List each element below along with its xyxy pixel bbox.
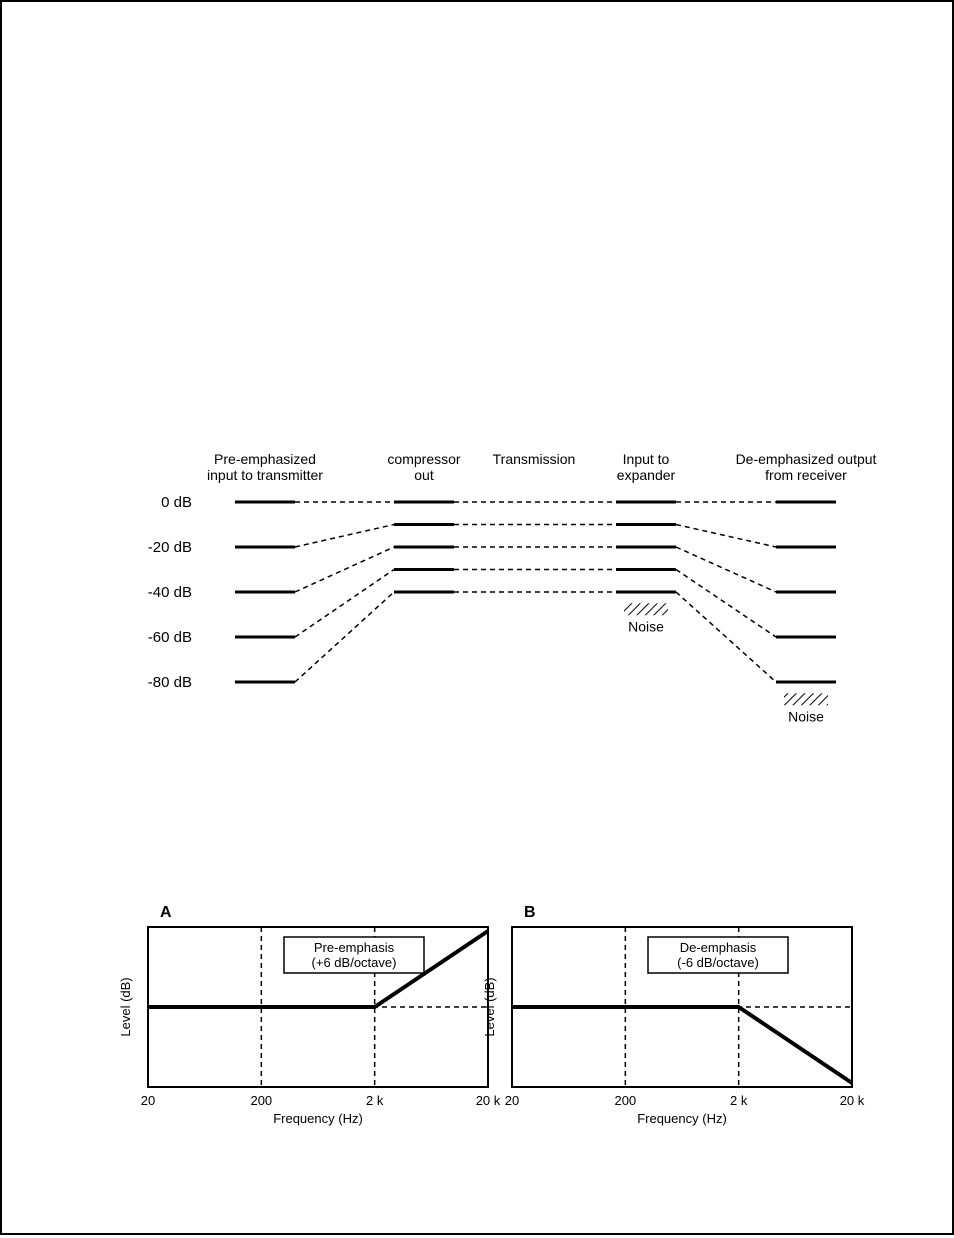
title-text: Pre-emphasis bbox=[314, 940, 395, 955]
x-tick-label: 20 bbox=[505, 1093, 519, 1108]
column-header: Input to bbox=[623, 451, 670, 467]
noise-label: Noise bbox=[628, 618, 664, 634]
y-axis-label: Level (dB) bbox=[482, 977, 497, 1036]
column-header: input to transmitter bbox=[207, 467, 323, 483]
column-header: out bbox=[414, 467, 434, 483]
panel-label: A bbox=[160, 904, 172, 921]
level-diagram: Pre-emphasizedinput to transmitter compre… bbox=[148, 451, 877, 724]
emphasis-panel: A 20 200 2 k 20 k Frequency (Hz) Level (dB) Pre… bbox=[118, 904, 501, 1126]
x-tick-label: 20 k bbox=[840, 1093, 865, 1108]
subtitle-text: (+6 dB/octave) bbox=[312, 955, 397, 970]
emphasis-panel: B 20 200 2 k 20 k Frequency (Hz) Level (dB) De-… bbox=[482, 904, 865, 1126]
x-tick-label: 20 k bbox=[476, 1093, 501, 1108]
subtitle-text: (-6 dB/octave) bbox=[677, 955, 759, 970]
page-container: Pre-emphasizedinput to transmitter compre… bbox=[0, 0, 954, 1235]
figure-svg: Pre-emphasizedinput to transmitter compre… bbox=[2, 2, 952, 1233]
y-axis-label: -80 dB bbox=[148, 674, 192, 691]
x-tick-label: 2 k bbox=[366, 1093, 384, 1108]
response-curve bbox=[512, 1007, 852, 1083]
y-axis-label: -60 dB bbox=[148, 629, 192, 646]
x-tick-label: 20 bbox=[141, 1093, 155, 1108]
column-header: expander bbox=[617, 467, 676, 483]
x-tick-label: 200 bbox=[614, 1093, 636, 1108]
y-axis-label: -40 dB bbox=[148, 584, 192, 601]
column-header: Pre-emphasized bbox=[214, 451, 316, 467]
panel-label: B bbox=[524, 904, 536, 921]
column-header: Transmission bbox=[493, 451, 576, 467]
noise-block bbox=[624, 603, 668, 615]
column-header: De-emphasized output bbox=[736, 451, 877, 467]
y-axis-label: Level (dB) bbox=[118, 977, 133, 1036]
column-header: from receiver bbox=[765, 467, 847, 483]
column-header: compressor bbox=[387, 451, 460, 467]
y-axis-label: -20 dB bbox=[148, 539, 192, 556]
y-axis-label: 0 dB bbox=[161, 494, 192, 511]
noise-block bbox=[784, 693, 828, 705]
x-axis-label: Frequency (Hz) bbox=[637, 1111, 727, 1126]
x-tick-label: 2 k bbox=[730, 1093, 748, 1108]
noise-label: Noise bbox=[788, 708, 824, 724]
x-tick-label: 200 bbox=[250, 1093, 272, 1108]
x-axis-label: Frequency (Hz) bbox=[273, 1111, 363, 1126]
title-text: De-emphasis bbox=[680, 940, 757, 955]
